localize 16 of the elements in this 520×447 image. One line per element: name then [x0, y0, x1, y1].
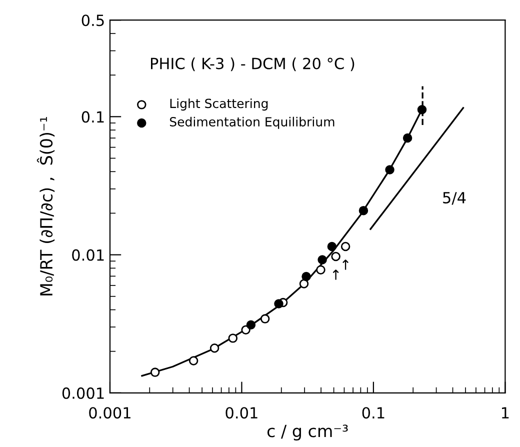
legend-label: Light Scattering: [170, 98, 268, 111]
x-tick-label: 1: [502, 407, 509, 418]
x-axis-title: c / g cm⁻³: [267, 424, 348, 440]
annotation: ↑: [332, 270, 339, 280]
y-tick-label: 0.1: [82, 111, 104, 123]
annotation: PHIC ( K-3 ) - DCM ( 20 °C ): [151, 57, 354, 72]
annotation: ↑: [342, 260, 349, 270]
legend-label: Sedimentation Equilibrium: [170, 116, 334, 129]
y-tick-label: 0.01: [72, 249, 104, 261]
x-tick-label: 0.1: [362, 407, 384, 419]
y-axis-title: M₀/RT (∂Π/∂c) , Ŝ(0)⁻¹: [36, 116, 55, 296]
y-tick-label: 0.001: [62, 387, 104, 399]
x-tick-label: 0.001: [89, 407, 130, 419]
annotation: 5/4: [443, 192, 466, 205]
y-tick-label: 0.5: [82, 14, 104, 26]
x-tick-label: 0.01: [226, 407, 258, 419]
